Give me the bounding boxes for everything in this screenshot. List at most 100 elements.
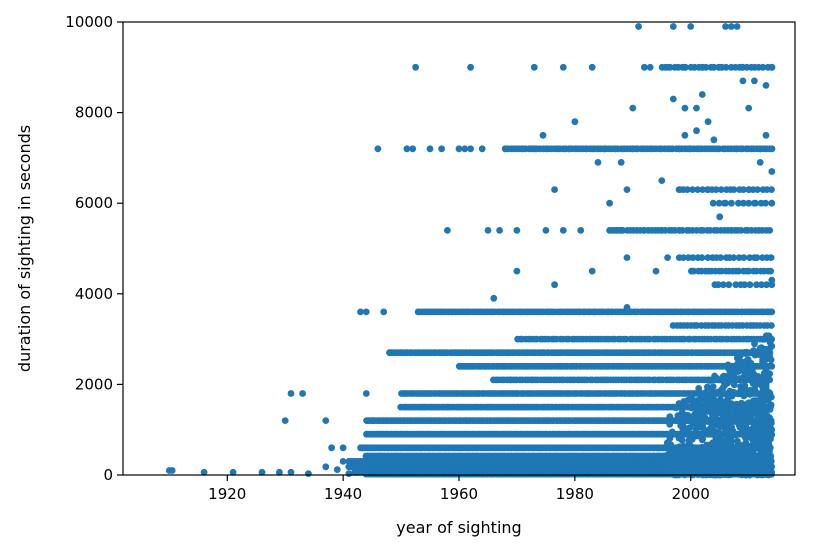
data-point: [704, 186, 712, 194]
data-point: [713, 431, 721, 439]
data-point: [764, 444, 771, 452]
data-point: [693, 445, 701, 453]
data-point: [699, 186, 707, 194]
data-point: [745, 186, 753, 194]
data-point: [714, 281, 722, 289]
data-point: [357, 466, 364, 473]
data-point: [681, 63, 689, 71]
data-point: [759, 63, 767, 71]
data-point: [768, 186, 775, 194]
x-tick-label: 2000: [672, 485, 710, 503]
data-point: [710, 136, 718, 144]
data-point: [730, 370, 738, 378]
data-point: [693, 104, 700, 112]
data-point: [339, 444, 347, 452]
data-point: [753, 423, 761, 431]
data-point: [768, 276, 776, 284]
data-point: [682, 459, 690, 467]
data-point: [745, 104, 753, 112]
data-point: [696, 415, 703, 423]
data-point: [712, 462, 720, 470]
data-point: [752, 454, 760, 461]
data-point: [746, 281, 754, 289]
data-point: [701, 449, 709, 457]
data-point: [689, 254, 697, 261]
data-point: [741, 281, 748, 289]
data-point: [444, 227, 451, 234]
data-point: [677, 464, 684, 471]
data-point: [719, 469, 727, 476]
data-point: [484, 227, 492, 234]
data-point: [716, 213, 724, 221]
data-point: [403, 145, 411, 153]
data-point: [542, 227, 550, 234]
data-point: [765, 389, 773, 397]
data-point: [687, 433, 695, 440]
data-point: [571, 118, 579, 126]
data-point: [362, 390, 370, 397]
data-point: [229, 468, 237, 476]
data-point: [740, 186, 747, 194]
data-point: [767, 267, 775, 275]
data-point: [583, 145, 590, 153]
data-point: [732, 281, 740, 289]
data-point: [733, 400, 741, 408]
y-axis: 0 2000 4000 6000 8000 10000: [65, 13, 123, 484]
data-point: [734, 443, 741, 451]
data-point: [762, 82, 770, 89]
data-point: [742, 348, 750, 356]
data-point: [751, 340, 758, 348]
data-point: [724, 361, 732, 369]
data-point: [758, 281, 765, 289]
data-point: [739, 77, 747, 85]
data-point: [519, 145, 527, 153]
data-point: [762, 395, 769, 403]
data-point: [747, 360, 755, 367]
data-point: [703, 443, 711, 451]
data-point: [739, 63, 747, 71]
data-point: [751, 373, 759, 381]
data-point: [730, 388, 738, 396]
data-point: [397, 349, 405, 357]
data-point: [415, 308, 422, 316]
data-point: [704, 383, 711, 391]
data-point: [646, 63, 654, 71]
data-point: [710, 391, 718, 398]
data-point: [687, 446, 695, 454]
data-point: [687, 23, 695, 30]
data-point: [722, 23, 729, 30]
data-point: [467, 63, 474, 71]
data-point: [680, 423, 687, 431]
data-point: [760, 369, 768, 377]
data-point: [751, 77, 758, 85]
data-point: [756, 459, 764, 467]
data-point: [734, 465, 741, 472]
data-point: [380, 308, 388, 316]
data-point: [357, 308, 364, 316]
data-point: [724, 420, 732, 427]
data-point: [658, 227, 666, 234]
data-point: [629, 104, 637, 112]
data-point: [722, 199, 729, 207]
data-point: [641, 63, 648, 71]
data-point: [258, 468, 266, 476]
data-point: [699, 393, 707, 401]
data-point: [710, 63, 718, 71]
data-point: [374, 145, 382, 153]
data-point: [530, 145, 538, 153]
data-point: [762, 131, 770, 139]
data-point: [168, 467, 176, 474]
data-point: [756, 344, 764, 352]
data-point: [690, 267, 698, 275]
data-point: [735, 267, 743, 275]
data-point: [412, 63, 419, 71]
data-point: [276, 468, 283, 476]
data-point: [733, 437, 741, 445]
data-point: [768, 322, 775, 329]
data-point: [726, 426, 733, 434]
data-point: [635, 23, 642, 30]
data-point: [745, 199, 753, 207]
data-point: [695, 385, 703, 392]
data-point: [629, 145, 637, 153]
data-point: [623, 304, 631, 311]
